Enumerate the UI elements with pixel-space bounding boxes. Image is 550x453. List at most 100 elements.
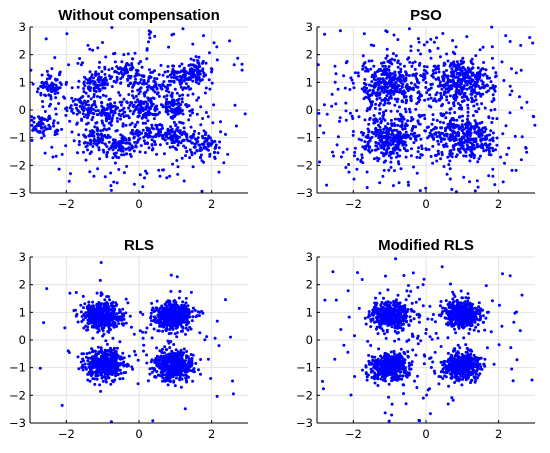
scatter-point xyxy=(408,60,412,64)
scatter-point xyxy=(88,316,91,320)
scatter-point xyxy=(387,168,391,172)
scatter-point xyxy=(179,319,183,323)
scatter-point xyxy=(105,145,109,148)
scatter-point xyxy=(116,106,120,110)
scatter-point xyxy=(115,303,119,307)
scatter-point xyxy=(80,315,84,318)
scatter-point xyxy=(132,182,136,186)
scatter-point xyxy=(360,87,364,91)
scatter-point xyxy=(106,349,110,352)
scatter-point xyxy=(137,92,141,96)
scatter-point xyxy=(173,130,177,134)
scatter-point xyxy=(137,109,141,112)
scatter-point xyxy=(479,139,483,143)
scatter-point xyxy=(202,74,206,78)
scatter-point xyxy=(44,127,48,131)
scatter-point xyxy=(445,133,449,136)
scatter-point xyxy=(193,137,197,141)
scatter-point xyxy=(171,375,175,379)
scatter-point xyxy=(145,326,149,330)
scatter-point xyxy=(399,67,403,71)
scatter-point xyxy=(178,289,182,293)
scatter-point xyxy=(336,87,340,91)
scatter-point xyxy=(170,72,174,76)
scatter-point xyxy=(398,105,401,109)
scatter-point xyxy=(475,80,479,84)
scatter-point xyxy=(317,111,321,115)
scatter-point xyxy=(108,97,112,101)
scatter-point xyxy=(114,356,118,360)
scatter-point xyxy=(368,118,372,121)
scatter-point xyxy=(171,306,174,310)
scatter-point xyxy=(466,114,470,118)
scatter-point xyxy=(470,85,474,89)
scatter-point xyxy=(141,107,145,111)
scatter-point xyxy=(468,134,472,138)
scatter-point xyxy=(353,150,357,154)
scatter-point xyxy=(431,161,435,165)
scatter-point xyxy=(394,54,398,58)
scatter-point xyxy=(127,136,131,140)
scatter-point xyxy=(323,32,327,36)
scatter-point xyxy=(99,389,103,393)
scatter-point xyxy=(360,138,363,142)
scatter-point xyxy=(109,184,113,188)
scatter-point xyxy=(91,300,95,304)
scatter-point xyxy=(510,67,513,71)
scatter-point xyxy=(433,125,437,129)
scatter-point xyxy=(171,103,175,107)
scatter-point xyxy=(121,124,125,128)
scatter-point xyxy=(425,71,429,75)
scatter-point xyxy=(173,87,177,91)
scatter-point xyxy=(184,103,188,107)
scatter-point xyxy=(30,138,34,142)
scatter-point xyxy=(119,357,122,361)
scatter-point xyxy=(165,176,169,180)
scatter-point xyxy=(192,145,196,149)
scatter-point xyxy=(122,317,126,321)
scatter-point xyxy=(406,119,410,123)
scatter-point xyxy=(400,90,403,94)
scatter-point xyxy=(115,346,119,350)
scatter-point xyxy=(384,109,388,113)
scatter-point xyxy=(487,143,491,147)
scatter-point xyxy=(180,76,184,80)
scatter-point xyxy=(162,351,166,355)
scatter-point xyxy=(428,49,432,52)
scatter-point xyxy=(174,102,178,106)
scatter-point xyxy=(41,100,44,103)
scatter-point xyxy=(468,159,472,163)
scatter-point xyxy=(172,100,176,104)
scatter-point xyxy=(210,142,214,145)
scatter-point xyxy=(193,129,197,133)
scatter-point xyxy=(481,73,485,77)
scatter-point xyxy=(107,147,111,151)
scatter-point xyxy=(431,118,435,122)
scatter-point xyxy=(456,133,460,137)
scatter-point xyxy=(94,361,98,365)
scatter-point xyxy=(437,67,441,71)
scatter-point xyxy=(422,65,426,68)
scatter-point xyxy=(437,131,441,134)
scatter-point xyxy=(54,83,58,87)
scatter-point xyxy=(380,61,383,65)
scatter-point xyxy=(377,103,381,107)
scatter-point xyxy=(105,342,109,346)
scatter-point xyxy=(407,27,411,31)
scatter-point xyxy=(82,359,85,363)
scatter-point xyxy=(147,29,151,33)
scatter-point xyxy=(344,101,348,105)
scatter-point xyxy=(41,86,45,90)
scatter-point xyxy=(140,116,144,120)
scatter-point xyxy=(491,146,494,150)
scatter-point xyxy=(402,89,406,93)
scatter-point xyxy=(92,93,96,96)
scatter-point xyxy=(462,95,466,99)
scatter-point xyxy=(481,81,485,84)
scatter-point xyxy=(446,77,450,81)
scatter-point xyxy=(437,98,441,102)
scatter-point xyxy=(490,45,494,49)
scatter-point xyxy=(390,76,394,80)
scatter-point xyxy=(415,102,419,106)
scatter-point xyxy=(101,138,105,142)
